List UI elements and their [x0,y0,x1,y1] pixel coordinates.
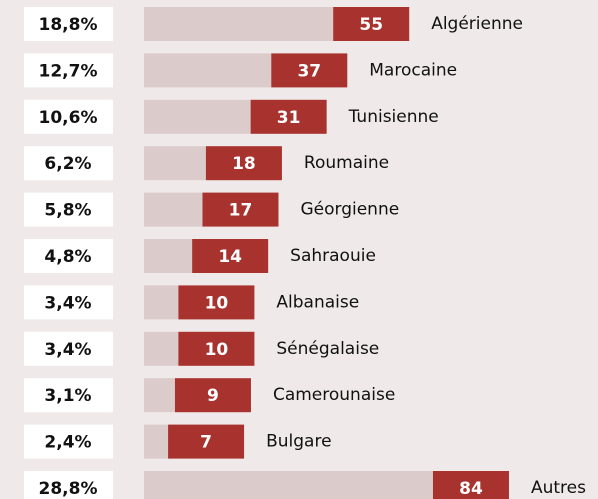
share-label: 18,8% [39,15,98,35]
bar [271,53,348,88]
bar [205,146,282,181]
share-label: 4,8% [44,247,91,267]
value-label: 7 [200,433,212,453]
bar-track [144,331,179,366]
bar-track [144,378,175,413]
category-label: Roumaine [304,153,389,173]
value-label: 84 [459,479,483,499]
bar-track [144,471,433,499]
value-label: 10 [205,293,229,313]
share-label: 2,4% [44,433,91,453]
share-label: 5,8% [44,201,91,221]
category-label: Algérienne [431,14,523,34]
share-label: 3,4% [44,293,91,313]
value-label: 17 [229,201,253,221]
category-label: Sahraouie [290,246,376,266]
value-label: 18 [232,154,256,174]
share-box [24,192,113,227]
bar [168,424,245,459]
share-label: 10,6% [39,108,98,128]
bar [432,471,509,499]
share-label: 3,4% [44,340,91,360]
bar [202,192,279,227]
bar [192,239,269,273]
bar-track [144,99,251,134]
share-box [24,99,113,134]
share-box [24,471,113,499]
bar-track [144,285,179,320]
category-label: Marocaine [369,60,457,80]
category-label: Autres [531,478,586,498]
value-label: 37 [297,61,321,81]
value-label: 14 [218,247,242,267]
share-box [24,53,113,88]
share-box [24,378,113,413]
bar-track [144,146,206,181]
bar-track [144,192,203,227]
value-label: 9 [207,386,219,406]
share-label: 3,1% [44,386,91,406]
bar [174,378,251,413]
bar [178,331,255,366]
category-label: Bulgare [266,432,331,452]
share-label: 12,7% [39,61,98,81]
bar [250,99,327,134]
value-label: 55 [359,15,383,35]
share-label: 6,2% [44,154,91,174]
share-box [24,146,113,181]
value-label: 10 [205,340,229,360]
value-label: 31 [277,108,301,128]
bar-track [144,53,272,88]
category-label: Albanaise [276,292,359,312]
bar-track [144,424,169,459]
share-box [24,424,113,459]
category-label: Sénégalaise [276,339,379,359]
share-label: 28,8% [39,479,98,499]
bar [333,7,410,41]
share-box [24,239,113,273]
share-box [24,331,113,366]
bar [178,285,255,320]
bar-track [144,239,193,273]
category-label: Tunisienne [348,107,439,127]
share-box [24,7,113,41]
bar-track [144,7,334,41]
category-label: Géorgienne [300,200,399,220]
category-label: Camerounaise [273,385,395,405]
share-box [24,285,113,320]
